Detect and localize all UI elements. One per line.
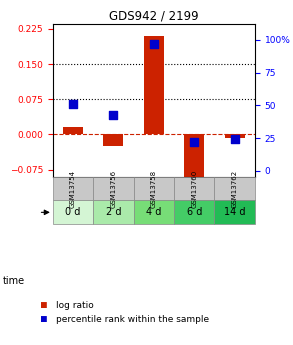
Text: 2 d: 2 d [106,207,121,217]
Text: 14 d: 14 d [224,207,246,217]
Text: 4 d: 4 d [146,207,161,217]
Text: GSM13756: GSM13756 [110,169,116,208]
Title: GDS942 / 2199: GDS942 / 2199 [109,10,199,23]
Point [151,41,156,47]
Bar [63,127,83,135]
Bar [53,177,93,200]
Bar [134,177,174,200]
Bar [174,177,214,200]
Bar [134,200,174,224]
Point [232,137,237,142]
Text: GSM13754: GSM13754 [70,169,76,208]
Bar [93,200,134,224]
Text: ■: ■ [41,314,47,324]
Text: time: time [3,276,25,286]
Bar [93,177,134,200]
Bar [214,177,255,200]
Bar [53,200,93,224]
Point [71,101,75,107]
Bar [224,135,245,138]
Text: log ratio: log ratio [56,301,93,310]
Bar [103,135,124,146]
Bar [184,135,205,177]
Text: 6 d: 6 d [187,207,202,217]
Text: 0 d: 0 d [65,207,81,217]
Text: GSM13762: GSM13762 [232,169,238,208]
Text: GSM13758: GSM13758 [151,169,157,208]
Point [192,139,197,145]
Text: GSM13760: GSM13760 [191,169,197,208]
Text: percentile rank within the sample: percentile rank within the sample [56,315,209,324]
Point [111,112,116,117]
Bar [214,200,255,224]
Bar [174,200,214,224]
Bar [144,36,164,135]
Text: ■: ■ [41,300,47,310]
